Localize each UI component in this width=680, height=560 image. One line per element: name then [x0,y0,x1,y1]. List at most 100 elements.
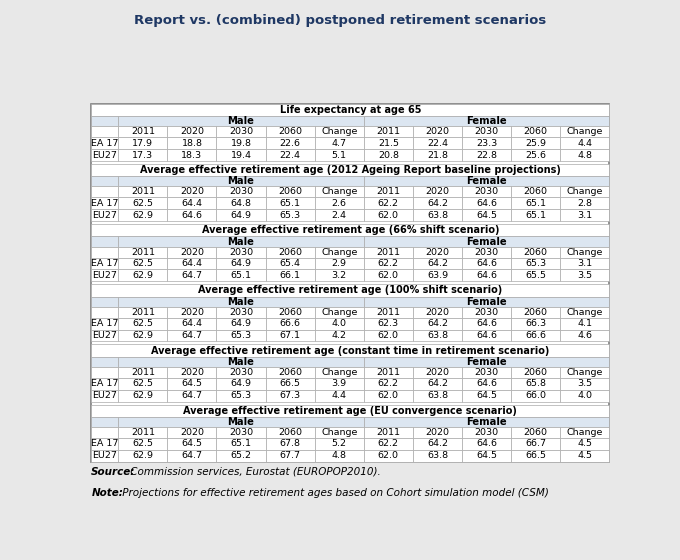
Bar [167,149,216,161]
Bar [91,116,118,126]
Bar [167,307,216,318]
Bar [266,209,315,221]
Text: 2030: 2030 [475,368,498,377]
Bar [462,198,511,209]
Text: 2020: 2020 [180,127,204,136]
Text: 66.0: 66.0 [525,391,546,400]
Bar [364,417,609,427]
Bar [364,176,609,186]
Text: 2.8: 2.8 [577,199,592,208]
Bar [462,427,511,438]
Text: 2020: 2020 [426,127,449,136]
Bar [462,318,511,330]
Bar [413,307,462,318]
Bar [91,344,609,357]
Text: Change: Change [566,308,603,317]
Bar [560,126,609,137]
Bar [315,318,364,330]
Bar [413,198,462,209]
Bar [266,269,315,281]
Bar [364,149,413,161]
Bar [167,126,216,137]
Text: 22.4: 22.4 [427,139,448,148]
Text: 3.2: 3.2 [332,271,347,280]
Bar [118,318,167,330]
Text: 4.5: 4.5 [577,440,592,449]
Text: EU27: EU27 [92,271,117,280]
Bar [167,330,216,342]
Bar [118,330,167,342]
Text: 65.1: 65.1 [525,199,546,208]
Bar [118,390,167,402]
Text: 2020: 2020 [180,188,204,197]
Bar [167,258,216,269]
Bar [266,330,315,342]
Bar [216,438,266,450]
Text: 2020: 2020 [426,248,449,256]
Text: 66.6: 66.6 [525,331,546,340]
Bar [118,209,167,221]
Bar [364,258,413,269]
Text: 2.9: 2.9 [332,259,347,268]
Bar [462,269,511,281]
Bar [560,186,609,198]
Bar [560,198,609,209]
Text: 65.5: 65.5 [525,271,546,280]
Bar [560,149,609,161]
Bar [413,367,462,378]
Text: 2020: 2020 [180,428,204,437]
Bar [118,427,167,438]
Text: 4.7: 4.7 [332,139,347,148]
Text: 2020: 2020 [180,248,204,256]
Bar [216,367,266,378]
Text: 62.9: 62.9 [133,211,153,220]
Text: 65.1: 65.1 [525,211,546,220]
Text: 4.8: 4.8 [332,451,347,460]
Text: EU27: EU27 [92,151,117,160]
Bar [364,307,413,318]
Bar [118,176,364,186]
Text: Change: Change [566,188,603,197]
Text: EA 17: EA 17 [91,139,118,148]
Text: Female: Female [466,236,507,246]
Text: 2060: 2060 [278,248,302,256]
Bar [167,318,216,330]
Bar [364,198,413,209]
Bar [216,198,266,209]
Bar [315,438,364,450]
Bar [511,186,560,198]
Text: 2020: 2020 [180,308,204,317]
Text: 4.2: 4.2 [332,331,347,340]
Bar [118,137,167,149]
Bar [315,269,364,281]
Bar [511,438,560,450]
Bar [511,137,560,149]
Text: 62.5: 62.5 [133,379,153,388]
Bar [413,390,462,402]
Text: 2060: 2060 [524,188,547,197]
Bar [560,318,609,330]
Text: 64.6: 64.6 [476,379,497,388]
Text: 3.5: 3.5 [577,271,592,280]
Text: 2030: 2030 [229,428,253,437]
Bar [560,307,609,318]
Text: 22.6: 22.6 [279,139,301,148]
Bar [91,164,609,176]
Text: EU27: EU27 [92,451,117,460]
Text: 64.7: 64.7 [182,451,203,460]
Bar [91,367,118,378]
Bar [167,246,216,258]
Bar [216,390,266,402]
Text: 65.4: 65.4 [279,259,301,268]
Bar [560,450,609,462]
Text: 2060: 2060 [524,127,547,136]
Text: Change: Change [321,308,358,317]
Text: 62.0: 62.0 [378,211,399,220]
Bar [118,438,167,450]
Text: 5.2: 5.2 [332,440,347,449]
Bar [462,149,511,161]
Bar [216,137,266,149]
Bar [167,198,216,209]
Bar [315,246,364,258]
Text: 18.3: 18.3 [182,151,203,160]
